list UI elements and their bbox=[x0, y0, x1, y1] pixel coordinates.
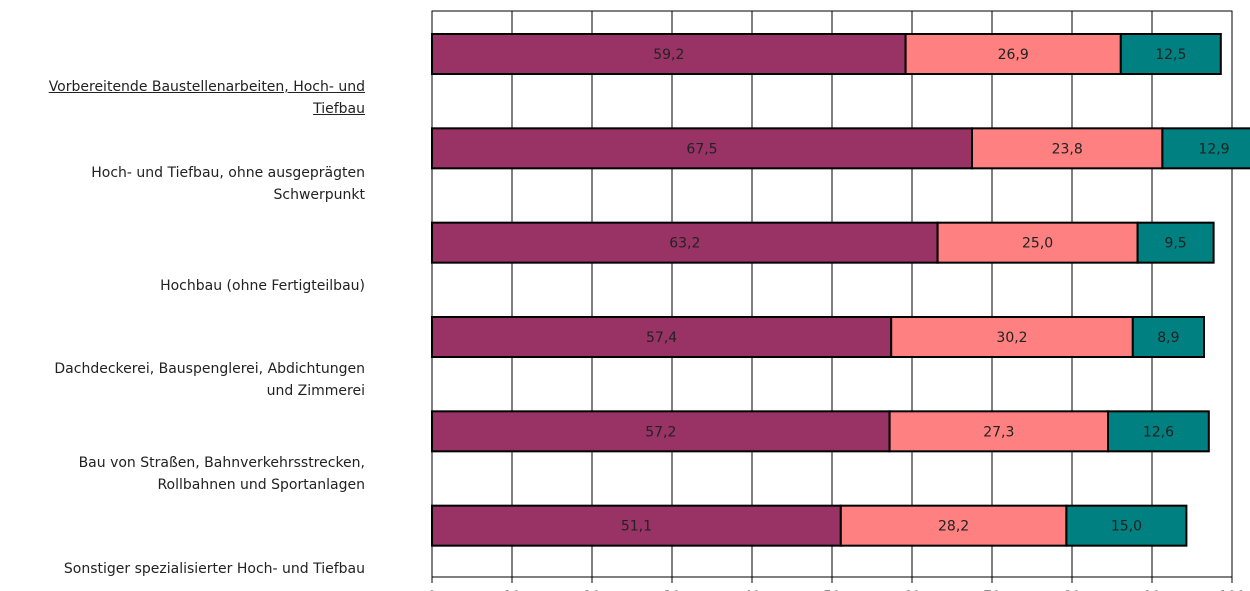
bar-series: 59,2 26,9 12,5 67,5 23,8 12,9 63,2 25,0 9,5 57,4 3… bbox=[431, 33, 1250, 547]
bar-segment bbox=[936, 221, 1139, 264]
category-label: Bau von Straßen, Bahnverkehrsstrecken, Ro… bbox=[79, 452, 365, 496]
data-label: 63,2 bbox=[669, 236, 700, 252]
data-label: 25,0 bbox=[1022, 236, 1053, 252]
category-label-line: Hochbau (ohne Fertigteilbau) bbox=[160, 277, 365, 294]
bar-segment bbox=[1065, 504, 1188, 547]
x-axis: 0 10 20 30 40 50 60 70 80 90 100 bbox=[428, 577, 1246, 591]
data-label: 15,0 bbox=[1111, 519, 1142, 535]
x-tick-label: 60 bbox=[903, 589, 921, 591]
data-label: 27,3 bbox=[983, 424, 1014, 440]
x-tick-label: 20 bbox=[583, 589, 601, 591]
bar-segment bbox=[431, 316, 893, 358]
category-label: Dachdeckerei, Bauspenglerei, Abdichtunge… bbox=[54, 358, 365, 402]
data-label: 30,2 bbox=[996, 330, 1027, 346]
category-label: Sonstiger spezialisierter Hoch- und Tief… bbox=[64, 558, 365, 580]
data-label: 28,2 bbox=[938, 519, 969, 535]
bar-segment bbox=[1136, 221, 1215, 264]
category-label-line: Vorbereitende Baustellenarbeiten, Hoch- … bbox=[48, 79, 365, 95]
x-tick-label: 90 bbox=[1143, 589, 1161, 591]
category-label-line: und Zimmerei bbox=[266, 383, 365, 399]
data-label: 59,2 bbox=[653, 47, 684, 63]
x-tick-label: 40 bbox=[743, 589, 761, 591]
bar-segment bbox=[1161, 127, 1250, 170]
data-label: 12,6 bbox=[1143, 424, 1174, 440]
bar-segment bbox=[431, 504, 842, 547]
x-tick-label: 30 bbox=[663, 589, 681, 591]
gridlines bbox=[511, 11, 1153, 577]
x-tick-label: 0 bbox=[428, 589, 437, 591]
bar-segment bbox=[890, 316, 1134, 358]
x-tick-label: 100 bbox=[1219, 589, 1246, 591]
x-tick-label: 50 bbox=[823, 589, 841, 591]
data-label: 26,9 bbox=[998, 47, 1029, 63]
data-label: 12,9 bbox=[1198, 141, 1229, 157]
category-label: Vorbereitende Baustellenarbeiten, Hoch- … bbox=[49, 76, 365, 120]
data-label: 57,2 bbox=[645, 424, 676, 440]
bar-segment bbox=[1107, 410, 1210, 453]
category-label-line: Tiefbau bbox=[313, 101, 365, 117]
x-tick-label: 80 bbox=[1063, 589, 1081, 591]
data-label: 12,5 bbox=[1155, 47, 1186, 63]
category-label-line: Sonstiger spezialisierter Hoch- und Tief… bbox=[63, 560, 365, 577]
category-label-line: Schwerpunkt bbox=[273, 187, 365, 204]
category-label-line: Rollbahnen und Sportanlagen bbox=[157, 477, 365, 494]
data-label: 9,5 bbox=[1164, 236, 1186, 252]
category-label: Hochbau (ohne Fertigteilbau) bbox=[160, 275, 365, 297]
data-label: 57,4 bbox=[646, 330, 677, 346]
x-tick-label: 70 bbox=[983, 589, 1001, 591]
data-label: 67,5 bbox=[686, 141, 717, 157]
bar-segment bbox=[888, 410, 1109, 453]
bar-segment bbox=[431, 127, 973, 170]
x-tick-label: 10 bbox=[503, 589, 521, 591]
bar-segment bbox=[1131, 316, 1206, 358]
category-label-line: Dachdeckerei, Bauspenglerei, Abdichtunge… bbox=[54, 361, 365, 377]
data-label: 23,8 bbox=[1052, 141, 1083, 157]
category-label: Hoch- und Tiefbau, ohne ausgeprägten Schw… bbox=[91, 162, 365, 206]
bar-segment bbox=[431, 410, 891, 453]
category-label-line: Bau von Straßen, Bahnverkehrsstrecken, bbox=[78, 455, 365, 472]
data-label: 8,9 bbox=[1157, 330, 1179, 346]
bar-segment bbox=[904, 33, 1122, 75]
bar-segment bbox=[1119, 33, 1222, 75]
category-label-line: Hoch- und Tiefbau, ohne ausgeprägten bbox=[91, 165, 365, 182]
data-label: 51,1 bbox=[621, 519, 652, 535]
